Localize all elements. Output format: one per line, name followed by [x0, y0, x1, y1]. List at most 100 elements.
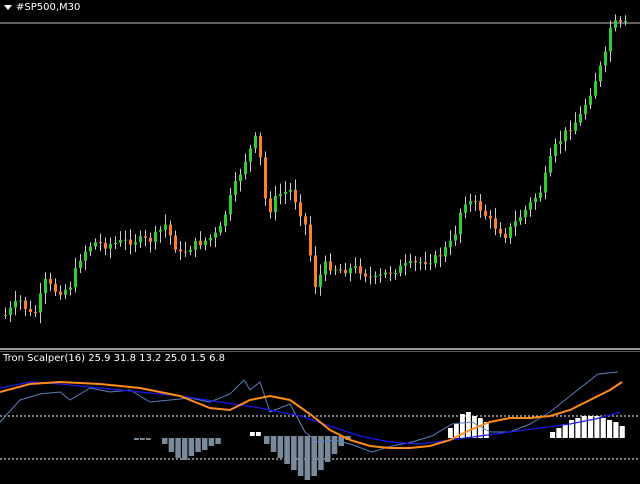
candle-bear	[129, 239, 132, 245]
candle-bull	[444, 247, 447, 257]
histogram-bar-negative	[140, 438, 145, 440]
candle-bull	[274, 195, 277, 213]
indicator-pane[interactable]	[0, 352, 640, 480]
candle-bull	[244, 161, 247, 175]
candle-bear	[184, 251, 187, 253]
candle-bull	[284, 191, 287, 194]
candle-bull	[464, 204, 467, 213]
candle-bear	[389, 272, 392, 274]
histogram-bar-negative	[270, 436, 277, 452]
candle-bear	[359, 266, 362, 274]
histogram-bar-negative	[284, 436, 290, 464]
candle-bull	[614, 20, 617, 28]
dropdown-triangle-icon[interactable]	[4, 5, 12, 10]
candle-bear	[619, 20, 622, 22]
candle-bull	[554, 143, 557, 157]
candle-bull	[584, 104, 587, 115]
candle-bull	[574, 122, 577, 131]
candle-bull	[579, 114, 582, 123]
candle-bull	[89, 246, 92, 252]
candle-bear	[339, 269, 342, 271]
candle-bull	[189, 249, 192, 252]
candle-bull	[14, 300, 17, 308]
candle-bear	[494, 218, 497, 229]
histogram-bar-positive	[460, 414, 465, 438]
candle-bear	[474, 201, 477, 203]
chart-divider[interactable]	[0, 348, 640, 350]
candle-bull	[529, 202, 532, 210]
price-chart-canvas[interactable]	[0, 0, 640, 348]
candle-bear	[414, 260, 417, 263]
candle-bull	[544, 172, 547, 193]
chart-divider-shadow	[0, 351, 640, 352]
candle-bear	[264, 157, 267, 199]
candle-bull	[509, 226, 512, 239]
histogram-bar-positive	[472, 416, 477, 438]
histogram-bar-positive	[600, 418, 606, 438]
candle-bull	[224, 214, 227, 227]
histogram-bar-positive	[594, 416, 600, 438]
candle-bull	[164, 224, 167, 230]
candle-bull	[319, 274, 322, 288]
candle-bear	[104, 243, 107, 249]
candle-bull	[419, 262, 422, 264]
histogram-bar-positive	[569, 420, 575, 438]
candle-bear	[199, 240, 202, 246]
histogram-bar-negative	[311, 436, 317, 476]
candle-bull	[404, 263, 407, 266]
histogram-bar-negative	[304, 436, 311, 480]
candle-bear	[489, 215, 492, 219]
candle-bull	[209, 237, 212, 241]
candle-bull	[239, 174, 242, 182]
candle-bull	[79, 260, 82, 269]
candle-bear	[169, 224, 172, 236]
candle-bear	[49, 278, 52, 284]
candle-bear	[299, 202, 302, 217]
candle-bear	[364, 273, 367, 277]
indicator-canvas[interactable]	[0, 352, 640, 480]
histogram-bar-positive	[466, 412, 471, 438]
candle-bear	[149, 237, 152, 242]
candle-bull	[154, 231, 157, 242]
candle-bull	[524, 209, 527, 218]
candle-bull	[599, 65, 602, 82]
candle-bear	[259, 135, 262, 158]
histogram-bar-negative	[175, 438, 181, 458]
candle-bull	[434, 255, 437, 264]
candle-bull	[384, 272, 387, 275]
histogram-bar-negative	[264, 436, 270, 444]
histogram-bar-negative	[188, 438, 195, 456]
candle-bull	[589, 95, 592, 105]
candle-bull	[354, 266, 357, 268]
candle-bull	[44, 278, 47, 294]
histogram-bar-negative	[134, 438, 139, 440]
histogram-bar-positive	[448, 428, 453, 438]
candle-bear	[24, 300, 27, 309]
candle-bear	[479, 201, 482, 211]
candle-bull	[394, 272, 397, 274]
candle-bull	[4, 314, 7, 316]
histogram-bar-positive	[613, 422, 619, 438]
candle-bear	[304, 216, 307, 225]
candle-bull	[64, 289, 67, 295]
candle-bull	[119, 240, 122, 243]
indicator-fast-line	[0, 371, 619, 453]
candle-bull	[374, 275, 377, 278]
candle-bull	[249, 148, 252, 162]
candle-bull	[334, 269, 337, 271]
candle-bull	[134, 242, 137, 245]
candle-bear	[344, 269, 347, 274]
indicator-slow-line	[0, 381, 621, 445]
candle-bull	[559, 141, 562, 144]
histogram-bar-positive	[256, 432, 261, 436]
candle-bear	[99, 242, 102, 244]
candle-bull	[539, 192, 542, 199]
candle-bear	[269, 198, 272, 213]
candle-bull	[74, 268, 77, 288]
histogram-bar-negative	[162, 438, 168, 444]
candle-bull	[94, 242, 97, 247]
candle-bull	[429, 263, 432, 265]
price-chart[interactable]: #SP500,M30	[0, 0, 640, 348]
candle-bear	[29, 308, 32, 313]
candle-bull	[604, 51, 607, 66]
